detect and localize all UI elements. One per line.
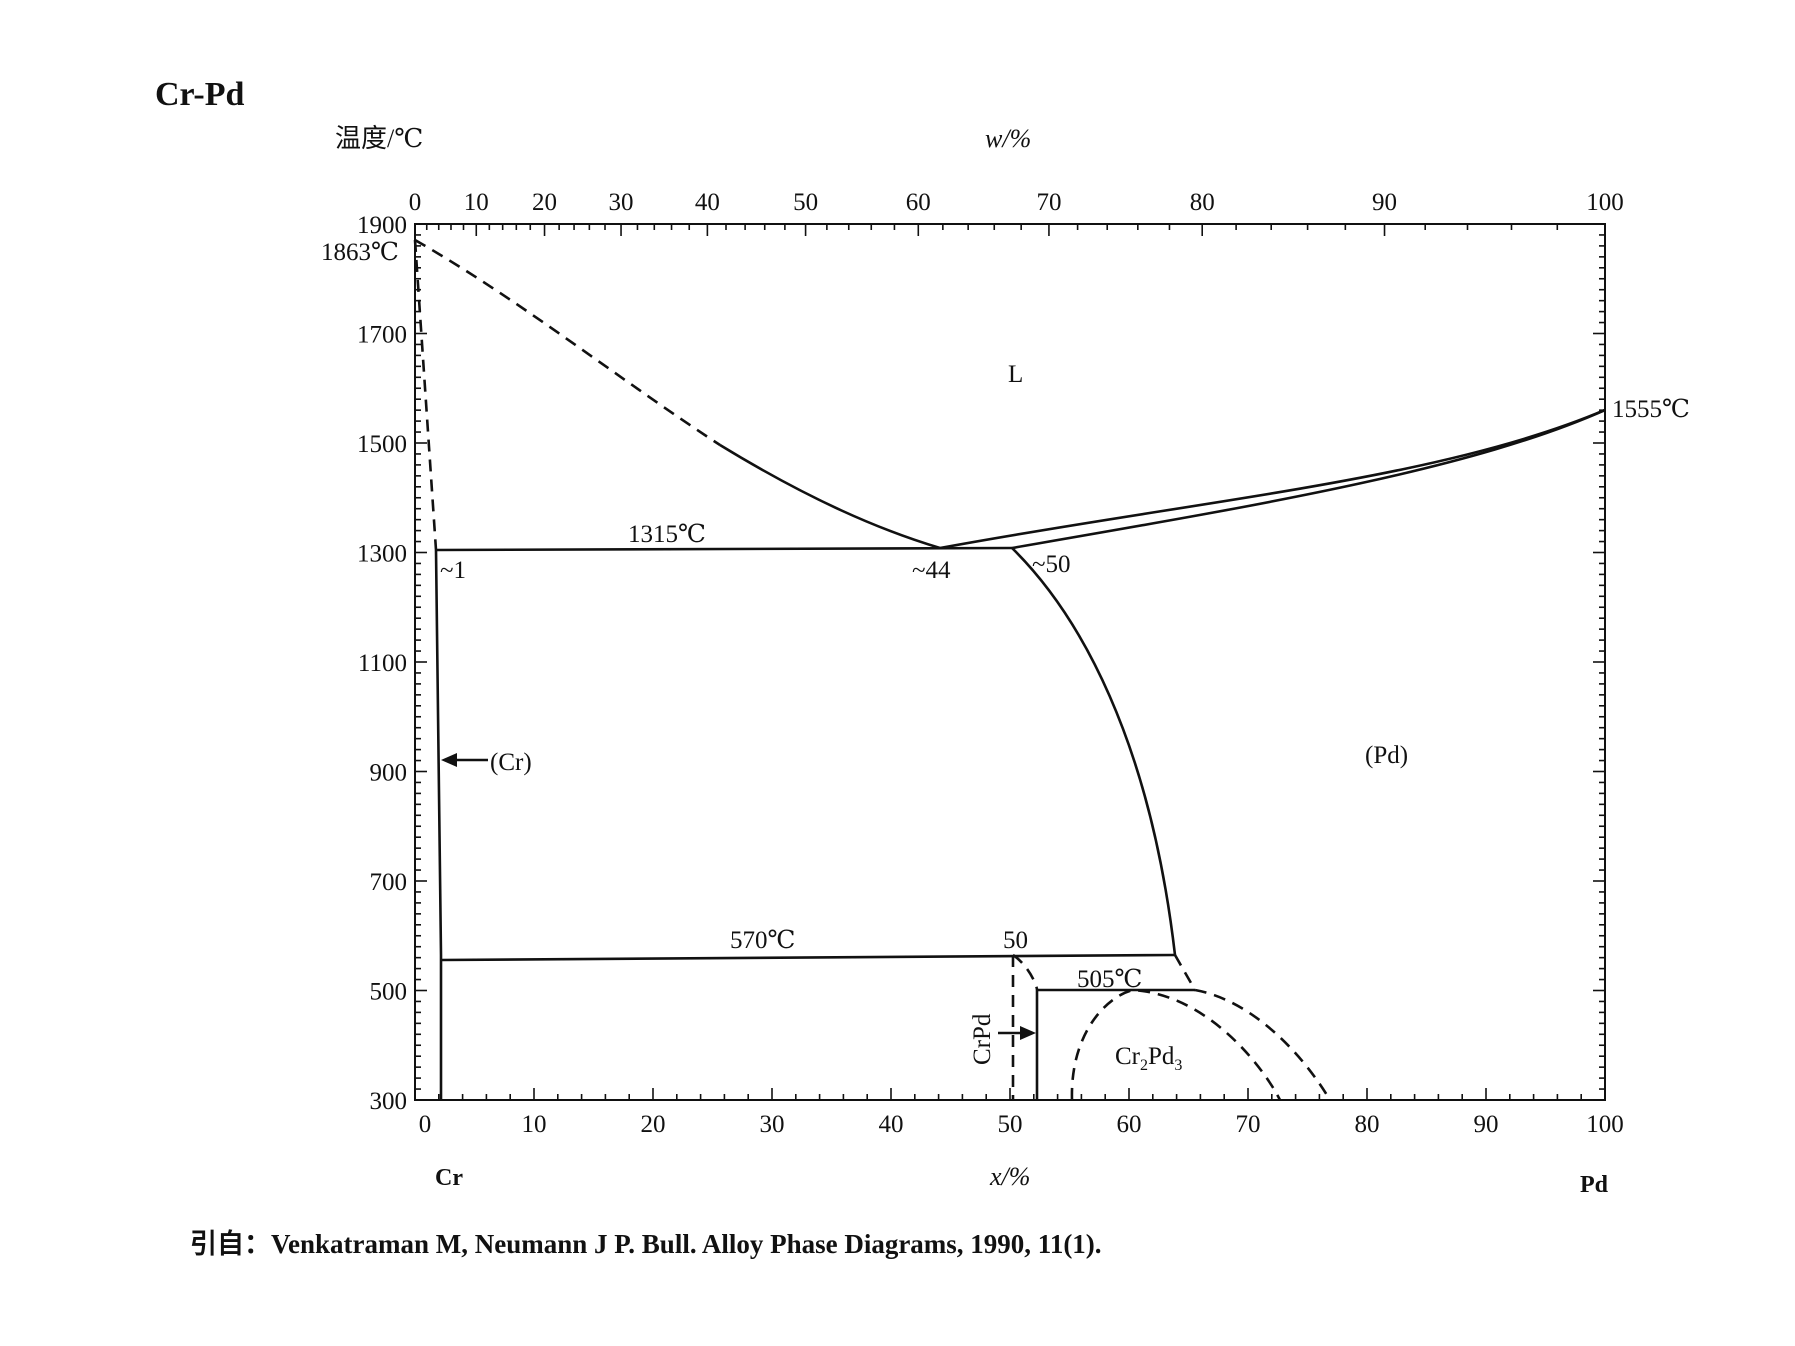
crpd-arrow <box>998 1026 1036 1040</box>
x-tick-label-bottom: 80 <box>1355 1111 1380 1138</box>
right-element-label: Pd <box>1580 1172 1609 1198</box>
x-tick-label-top: 60 <box>906 189 931 216</box>
annot-eutectic-point: ~44 <box>912 557 951 584</box>
cr-solvus-left <box>434 549 443 1100</box>
annot-eutectic-right: ~50 <box>1032 551 1071 578</box>
crpd-right-top <box>1012 953 1039 991</box>
annot-pd-melting: 1555℃ <box>1612 396 1690 423</box>
axis-ticks <box>414 223 1606 1101</box>
left-element-label: Cr <box>435 1165 463 1191</box>
annot-cr2pd3-temp: 505℃ <box>1077 966 1142 993</box>
annot-eutectoid-comp: 50 <box>1003 927 1028 954</box>
x-tick-label-bottom: 90 <box>1474 1111 1499 1138</box>
label-cr-solid: (Cr) <box>490 749 532 776</box>
x-tick-label-top: 30 <box>609 189 634 216</box>
label-crpd: CrPd <box>969 1013 996 1065</box>
label-cr2pd3-cr: Cr <box>1115 1043 1141 1070</box>
x-tick-label-bottom: 70 <box>1236 1111 1261 1138</box>
annot-cr-melting: 1863℃ <box>321 239 399 266</box>
phase-boundaries <box>413 238 1606 1101</box>
x-tick-label-bottom: 10 <box>522 1111 547 1138</box>
cr2pd3-dome <box>1070 988 1282 1101</box>
x-tick-label-top: 70 <box>1036 189 1061 216</box>
source-citation: 引自：Venkatraman M, Neumann J P. Bull. All… <box>190 1228 1102 1259</box>
eutectoid-isotherm <box>440 953 1176 962</box>
plot-frame <box>414 223 1606 1101</box>
annot-eutectic-left: ~1 <box>440 557 466 584</box>
x-tick-label-top: 90 <box>1372 189 1397 216</box>
x-tick-label-top: 10 <box>464 189 489 216</box>
pd-lower-solvus <box>1173 954 1332 1101</box>
label-cr2pd3-sub1: 2 <box>1140 1057 1148 1074</box>
label-liquid: L <box>1008 361 1023 388</box>
x-tick-label-bottom: 0 <box>419 1111 432 1138</box>
liquidus-right <box>939 408 1606 550</box>
x-tick-label-top: 50 <box>793 189 818 216</box>
top-axis-label: w/% <box>985 124 1031 153</box>
label-pd-solid: (Pd) <box>1365 742 1408 769</box>
x-tick-label-bottom: 100 <box>1586 1111 1624 1138</box>
liquidus-left-solid <box>719 443 941 550</box>
x-tick-label-bottom: 60 <box>1117 1111 1142 1138</box>
solidus-right <box>1011 408 1606 550</box>
x-tick-label-top: 100 <box>1586 189 1624 216</box>
x-tick-label-bottom: 40 <box>879 1111 904 1138</box>
label-cr2pd3: Cr2Pd3 <box>1115 1043 1182 1074</box>
y-axis-label: 温度/℃ <box>335 124 423 153</box>
bottom-axis-label: x/% <box>989 1162 1030 1191</box>
y-tick-label: 1900 <box>357 212 407 239</box>
y-tick-label: 1700 <box>357 322 407 349</box>
label-cr2pd3-pd: Pd <box>1148 1043 1175 1070</box>
annot-eutectoid-temp: 570℃ <box>730 927 795 954</box>
y-tick-label: 300 <box>370 1088 408 1115</box>
x-tick-label-bottom: 30 <box>760 1111 785 1138</box>
eutectic-isotherm <box>435 546 1013 552</box>
x-tick-label-top: 0 <box>409 189 422 216</box>
x-tick-label-bottom: 20 <box>641 1111 666 1138</box>
y-tick-label: 500 <box>370 979 408 1006</box>
diagram-title: Cr-Pd <box>155 76 244 113</box>
liquidus-left-dashed <box>414 238 721 447</box>
cr-melting-to-1315 <box>413 239 438 551</box>
cr-arrow <box>441 753 488 767</box>
x-tick-label-top: 40 <box>695 189 720 216</box>
y-tick-label: 1500 <box>357 431 407 458</box>
y-tick-label: 900 <box>370 760 408 787</box>
x-tick-label-top: 20 <box>532 189 557 216</box>
y-tick-label: 1100 <box>358 650 407 677</box>
x-tick-label-top: 80 <box>1190 189 1215 216</box>
x-tick-label-bottom: 50 <box>998 1111 1023 1138</box>
label-cr2pd3-sub2: 3 <box>1174 1057 1182 1074</box>
y-tick-label: 1300 <box>357 541 407 568</box>
solvus-pd <box>1011 547 1177 956</box>
annot-eutectic-temp: 1315℃ <box>628 521 706 548</box>
y-tick-label: 700 <box>370 869 408 896</box>
